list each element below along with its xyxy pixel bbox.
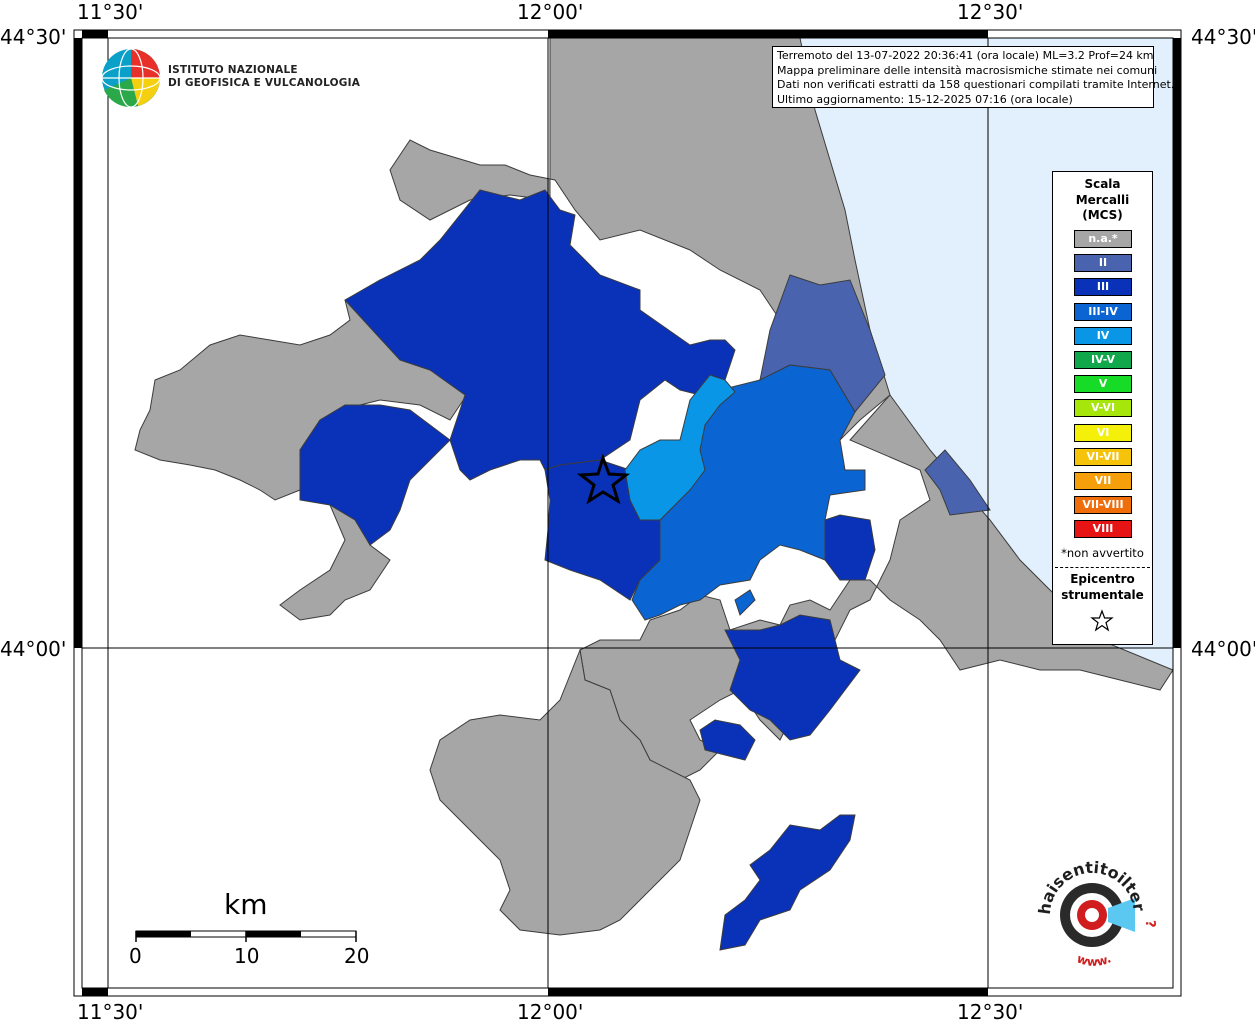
- legend-item: V-VI: [1074, 399, 1132, 418]
- legend: Scala Mercalli (MCS) n.a.* II III III-IV IV I…: [1052, 171, 1153, 645]
- epicenter-star-icon: [576, 453, 631, 505]
- region-iii-south: [724, 614, 861, 741]
- legend-item: n.a.*: [1074, 230, 1132, 248]
- coord-left-2: 44°00': [0, 637, 67, 661]
- legend-epicenter-line2: strumentale: [1061, 587, 1144, 602]
- event-info-line1: Terremoto del 13-07-2022 20:36:41 (ora l…: [777, 49, 1154, 62]
- region-iii-east: [824, 514, 876, 581]
- legend-item: III: [1074, 278, 1132, 297]
- haisentito-logo-icon: ?: [1060, 883, 1157, 947]
- region-iii-forli: [299, 404, 451, 546]
- coord-right-2: 44°00': [1191, 637, 1255, 661]
- coord-right-1: 44°30': [1191, 25, 1255, 49]
- event-info-box: Terremoto del 13-07-2022 20:36:41 (ora l…: [772, 46, 1175, 108]
- region-na-west: [134, 299, 471, 501]
- legend-item: VIII: [1074, 520, 1132, 539]
- coord-top-3: 12°30': [957, 0, 1024, 24]
- map-frame: [73, 29, 1182, 997]
- region-na-south: [429, 648, 701, 936]
- legend-item: II: [1074, 254, 1132, 273]
- legend-divider: [1055, 567, 1150, 568]
- scale-bar: [135, 930, 357, 942]
- scale-tick-10: 10: [234, 944, 260, 968]
- coord-bottom-2: 12°00': [517, 1000, 584, 1024]
- legend-item: VII-VIII: [1074, 496, 1132, 515]
- coord-top-1: 11°30': [77, 0, 144, 24]
- ingv-logo-icon: [101, 48, 161, 108]
- legend-item: VII: [1074, 472, 1132, 490]
- event-info-line3: Dati non verificati estratti da 158 ques…: [777, 78, 1175, 91]
- legend-epicenter: Epicentro strumentale: [1053, 572, 1152, 603]
- coord-bottom-1: 11°30': [77, 1000, 144, 1024]
- scale-unit: km: [224, 888, 268, 921]
- region-iii-iv-small: [734, 589, 756, 616]
- legend-title-line2: Mercalli: [1075, 192, 1130, 207]
- region-iii-iv-central: [631, 364, 866, 621]
- watermark-question: ?: [1142, 920, 1157, 928]
- region-iv: [624, 374, 736, 521]
- legend-title-line3: (MCS): [1082, 208, 1123, 222]
- event-info-line4: Ultimo aggiornamento: 15-12-2025 07:16 (…: [777, 92, 1073, 106]
- legend-item: VI-VII: [1074, 447, 1132, 466]
- region-ii-riccione: [924, 449, 991, 516]
- scale-tick-0: 0: [129, 944, 142, 968]
- legend-title-line1: Scala: [1084, 177, 1121, 191]
- coord-top-2: 12°00': [517, 0, 584, 24]
- legend-item: IV: [1074, 326, 1132, 345]
- legend-item: IV-V: [1074, 351, 1132, 369]
- region-iii-farsouth: [719, 814, 856, 951]
- coord-bottom-3: 12°30': [957, 1000, 1024, 1024]
- region-na-north: [389, 37, 891, 471]
- legend-item: VI: [1074, 423, 1132, 442]
- region-iii-southsmall: [699, 719, 756, 761]
- event-info-line2: Mappa preliminare delle intensità macros…: [777, 63, 1158, 77]
- legend-star-icon: [1090, 609, 1114, 632]
- ingv-name-line1: ISTITUTO NAZIONALE: [168, 64, 298, 76]
- coord-left-1: 44°30': [0, 25, 67, 49]
- legend-title: Scala Mercalli (MCS): [1053, 177, 1152, 224]
- ingv-name-line2: DI GEOFISICA E VULCANOLOGIA: [168, 77, 361, 89]
- legend-note: *non avvertito: [1061, 546, 1144, 560]
- legend-item: V: [1074, 375, 1132, 394]
- ingv-name: ISTITUTO NAZIONALE DI GEOFISICA E VULCAN…: [168, 64, 360, 90]
- legend-epicenter-line1: Epicentro: [1070, 572, 1135, 586]
- legend-item: III-IV: [1074, 302, 1132, 321]
- scale-tick-20: 20: [344, 944, 370, 968]
